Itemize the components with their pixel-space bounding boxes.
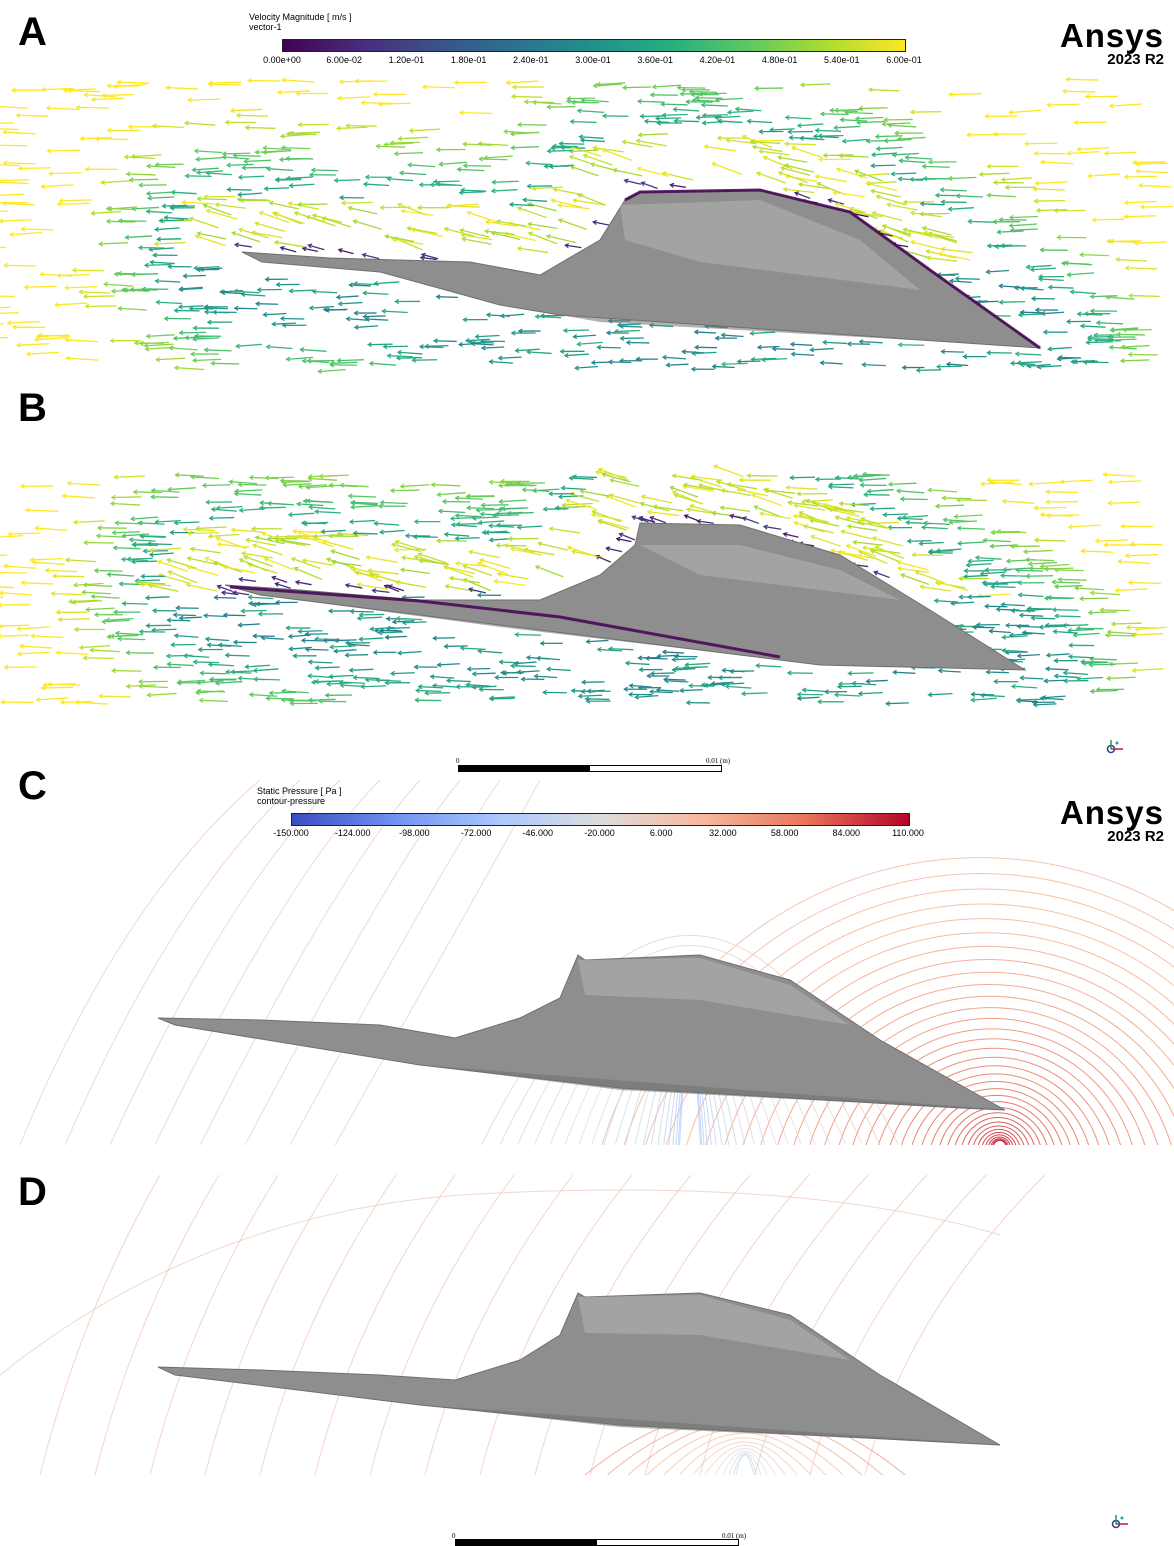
- colorbar-tick-label: -20.000: [584, 828, 615, 838]
- velocity-legend-title: Velocity Magnitude [ m/s ]: [249, 12, 352, 22]
- colorbar-tick-label: 2.40e-01: [513, 55, 549, 65]
- pressure-colorbar: [291, 813, 910, 826]
- pressure-legend-title: Static Pressure [ Pa ]: [257, 786, 342, 796]
- colorbar-tick-label: 32.000: [709, 828, 737, 838]
- colorbar-tick-label: 0.00e+00: [263, 55, 301, 65]
- colorbar-tick-label: 4.20e-01: [700, 55, 736, 65]
- colorbar-tick-label: 84.000: [833, 828, 861, 838]
- colorbar-tick-label: 1.80e-01: [451, 55, 487, 65]
- colorbar-tick-label: 6.00e-01: [886, 55, 922, 65]
- colorbar-tick-label: 6.00e-02: [326, 55, 362, 65]
- scale-bar-start-top: 0: [456, 757, 460, 765]
- colorbar-tick-label: -150.000: [273, 828, 309, 838]
- velocity-legend-subtitle: vector-1: [249, 22, 282, 32]
- colorbar-tick-label: 58.000: [771, 828, 799, 838]
- ansys-logo-name: Ansys: [1060, 20, 1164, 52]
- colorbar-tick-label: 3.60e-01: [637, 55, 673, 65]
- ansys-logo-top: Ansys 2023 R2: [1060, 20, 1164, 67]
- scale-bar-top: [458, 765, 722, 772]
- ansys-logo-version: 2023 R2: [1060, 52, 1164, 67]
- pressure-legend-subtitle: contour-pressure: [257, 796, 325, 806]
- colorbar-tick-label: 3.00e-01: [575, 55, 611, 65]
- pressure-contour-panel-d: [0, 1175, 1174, 1475]
- axis-triad-icon: [1103, 737, 1129, 757]
- colorbar-tick-label: -72.000: [461, 828, 492, 838]
- colorbar-tick-label: -46.000: [523, 828, 554, 838]
- scale-bar-end-top: 0.01 (m): [706, 757, 730, 765]
- ansys-logo-version: 2023 R2: [1060, 829, 1164, 844]
- colorbar-tick-label: -98.000: [399, 828, 430, 838]
- velocity-vector-panel-b: [0, 395, 1174, 715]
- colorbar-tick-label: 1.20e-01: [389, 55, 425, 65]
- colorbar-tick-label: 6.000: [650, 828, 673, 838]
- scale-bar-bottom: [455, 1539, 739, 1546]
- colorbar-tick-label: -124.000: [335, 828, 371, 838]
- colorbar-tick-label: 5.40e-01: [824, 55, 860, 65]
- aircraft-body: [158, 955, 1005, 1110]
- ansys-logo-bottom: Ansys 2023 R2: [1060, 797, 1164, 844]
- colorbar-tick-label: 110.000: [892, 828, 924, 838]
- ansys-logo-name: Ansys: [1060, 797, 1164, 829]
- velocity-colorbar: [282, 39, 906, 52]
- colorbar-tick-label: 4.80e-01: [762, 55, 798, 65]
- axis-triad-icon: [1108, 1512, 1134, 1532]
